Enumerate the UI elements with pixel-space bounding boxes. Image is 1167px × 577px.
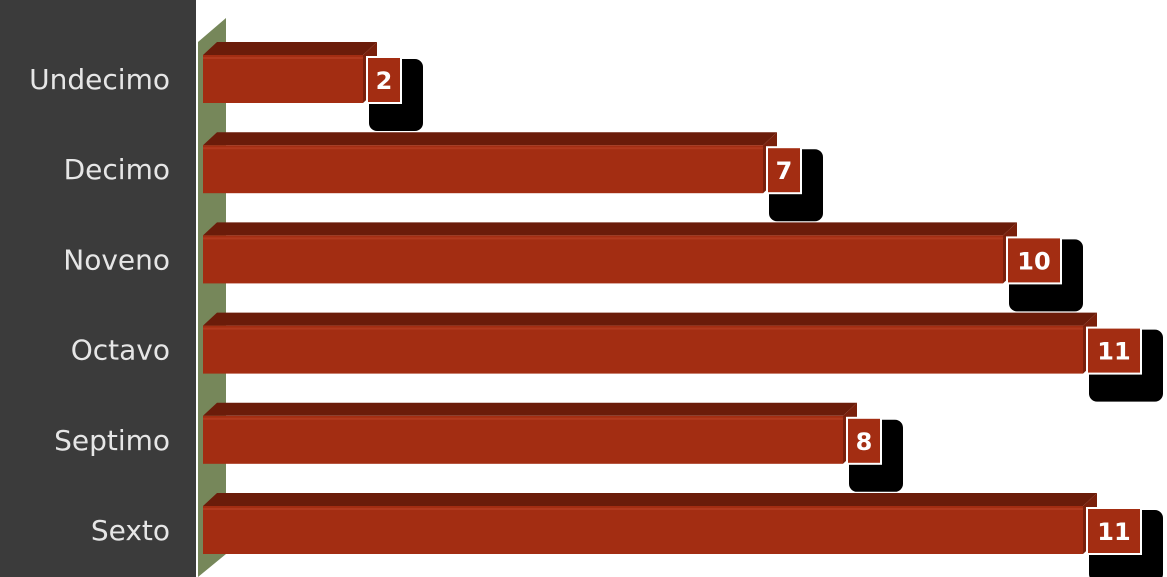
bar-top-face [203,402,857,416]
category-label: Octavo [71,334,170,367]
bar-top-face [203,132,777,146]
value-label: 7 [776,157,793,185]
category-label: Decimo [64,153,170,186]
value-label-box [846,416,882,465]
bar-front-face [203,325,1083,374]
value-label: 11 [1097,338,1130,366]
bar-highlight [203,417,843,420]
bar-highlight [203,237,1003,240]
bar-decimo [203,132,777,194]
bar-top-face [203,312,1097,326]
value-label-box [1086,507,1142,555]
bar-octavo [203,312,1097,374]
category-label: Noveno [63,243,170,276]
value-label: 8 [856,428,873,456]
bar-highlight [203,147,763,150]
value-label: 2 [376,67,393,95]
bars-layer [203,42,1097,554]
bar-front-face [203,415,843,464]
bar-front-face [203,55,363,103]
value-labels: 2 7 10 11 8 11 [366,56,1163,577]
value-label-box [1006,236,1062,285]
bar-noveno [203,222,1017,284]
bar-top-face [203,42,377,55]
bar-front-face [203,506,1083,554]
bar-highlight [203,508,1083,510]
category-label: Undecimo [29,63,170,96]
value-label-box [366,56,402,104]
bar-undecimo [203,42,377,103]
bar-front-face [203,145,763,194]
category-labels: Undecimo Decimo Noveno Octavo Septimo Sexto [29,63,170,547]
bar-septimo [203,402,857,464]
value-label: 10 [1017,247,1050,275]
bar-highlight [203,57,363,59]
category-label: Septimo [54,424,170,457]
bar-highlight [203,327,1083,330]
category-label: Sexto [91,514,170,547]
value-label-box [766,146,802,195]
bar-top-face [203,222,1017,236]
value-label-box [1086,326,1142,375]
value-label: 11 [1097,518,1130,546]
bar-sexto [203,493,1097,554]
bar-top-face [203,493,1097,506]
bar-front-face [203,235,1003,284]
